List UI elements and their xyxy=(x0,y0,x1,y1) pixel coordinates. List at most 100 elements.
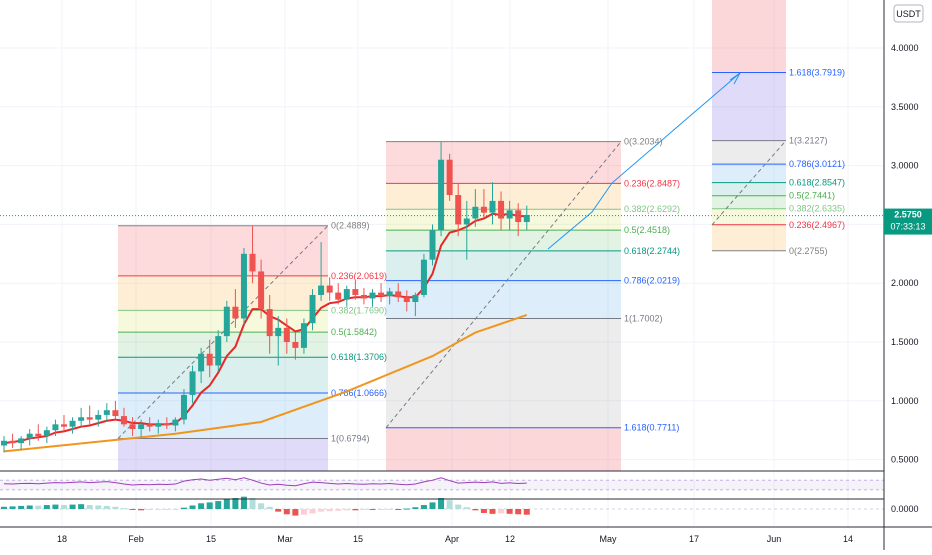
fib-level-label: 0.236(2.4967) xyxy=(789,220,845,230)
candle-body xyxy=(215,336,222,366)
candle xyxy=(206,339,213,378)
fib-band xyxy=(712,195,786,209)
candle-body xyxy=(258,271,265,310)
macd-bar xyxy=(455,504,462,509)
currency-badge-label: USDT xyxy=(896,9,921,19)
candle xyxy=(455,183,462,237)
fib-level-label: 0.5(2.7441) xyxy=(789,191,835,201)
price-tick-label: 3.0000 xyxy=(891,161,919,171)
macd-bar xyxy=(378,509,385,510)
macd-bar xyxy=(155,509,162,510)
fib-retracement-3[interactable]: 1.618(3.7919) 1(3.2127) 0.786(3.0121) 0.618… xyxy=(711,0,845,256)
time-tick-label: 14 xyxy=(843,534,853,544)
candle xyxy=(463,200,470,260)
fib-level-label: 1.618(3.7919) xyxy=(789,67,845,77)
fib-level-label: 1(1.7002) xyxy=(624,313,663,323)
currency-badge-box[interactable] xyxy=(893,4,924,23)
macd-bar xyxy=(472,509,479,511)
candle-body xyxy=(180,394,187,420)
candle-body xyxy=(446,159,453,195)
macd-bar xyxy=(60,505,67,509)
candle-body xyxy=(523,214,530,223)
macd-bar xyxy=(360,509,367,510)
candle xyxy=(266,294,273,354)
macd-bar xyxy=(95,505,102,509)
time-tick-label: Mar xyxy=(277,534,293,544)
candle-body xyxy=(318,285,325,295)
candle xyxy=(515,203,522,237)
macd-bar xyxy=(146,509,153,511)
macd-bar xyxy=(35,505,42,509)
fib-band xyxy=(712,208,786,225)
fib-level-label: 0(2.4889) xyxy=(331,221,370,231)
candle xyxy=(326,277,333,301)
trend-lines[interactable] xyxy=(547,72,741,250)
last-price-box xyxy=(884,208,932,235)
fib-level-label: 0.786(2.0219) xyxy=(624,276,680,286)
candle-body xyxy=(60,424,67,427)
candle xyxy=(309,289,316,331)
macd-bar xyxy=(172,509,179,510)
fib-level-label: 0.618(1.3706) xyxy=(331,352,387,362)
trend-line-arrow xyxy=(729,72,741,85)
time-tick-label: 12 xyxy=(505,534,515,544)
fib-level-label: 0.786(3.0121) xyxy=(789,159,845,169)
macd-bar xyxy=(232,498,239,509)
fib-band xyxy=(118,225,328,276)
candles xyxy=(1,142,530,453)
price-tick-label: 1.0000 xyxy=(891,396,919,406)
fib-level-label: 1(3.2127) xyxy=(789,136,828,146)
fib-band xyxy=(712,182,786,196)
fib-level-label: 0.786(1.0666) xyxy=(331,388,387,398)
rsi-band xyxy=(0,480,884,490)
time-tick-label: May xyxy=(599,534,617,544)
macd-bar xyxy=(52,504,59,509)
fib-level-label: 0(3.2034) xyxy=(624,137,663,147)
fib-trend-line xyxy=(117,225,329,439)
candle xyxy=(52,419,59,437)
candle xyxy=(232,289,239,328)
macd-bar xyxy=(249,498,256,509)
macd-bar xyxy=(223,498,230,509)
candle xyxy=(240,247,247,325)
candle-body xyxy=(52,424,59,431)
fib-retracements[interactable]: 0(2.4889) 0.236(2.0619) 0.382(1.7690) 0.5(1… xyxy=(117,0,845,471)
macd-bar xyxy=(403,508,410,510)
macd-bar xyxy=(275,509,282,512)
time-tick-label: Apr xyxy=(445,534,459,544)
price-tick-label: 3.5000 xyxy=(891,102,919,112)
candle-body xyxy=(438,159,445,231)
price-tick-label: 0.5000 xyxy=(891,455,919,465)
time-tick-label: 15 xyxy=(353,534,363,544)
macd-bar xyxy=(369,509,376,510)
candle-body xyxy=(163,423,170,426)
candle xyxy=(138,419,145,438)
candle xyxy=(103,403,110,422)
candle-body xyxy=(78,417,85,421)
rsi-pane xyxy=(0,477,884,491)
trend-line[interactable] xyxy=(611,72,741,184)
macd-bar xyxy=(103,505,110,509)
macd-bar xyxy=(489,509,496,514)
fib-band xyxy=(712,224,786,251)
last-price-label: 2.5750 xyxy=(894,210,922,220)
candle-body xyxy=(472,206,479,219)
fib-retracement-1[interactable]: 0(2.4889) 0.236(2.0619) 0.382(1.7690) 0.5(1… xyxy=(117,221,387,471)
macd-bar xyxy=(215,501,222,509)
candle-body xyxy=(223,306,230,337)
candle xyxy=(26,429,33,446)
trend-line[interactable] xyxy=(547,182,613,250)
candle xyxy=(172,417,179,432)
candle-body xyxy=(300,323,307,348)
macd-bar xyxy=(43,505,50,509)
candle xyxy=(112,400,119,420)
currency-badge[interactable]: USDT xyxy=(893,4,924,23)
candle-body xyxy=(155,423,162,427)
fib-band xyxy=(118,438,328,471)
candle xyxy=(369,289,376,307)
candle-body xyxy=(369,292,376,299)
macd-bar xyxy=(69,504,76,509)
